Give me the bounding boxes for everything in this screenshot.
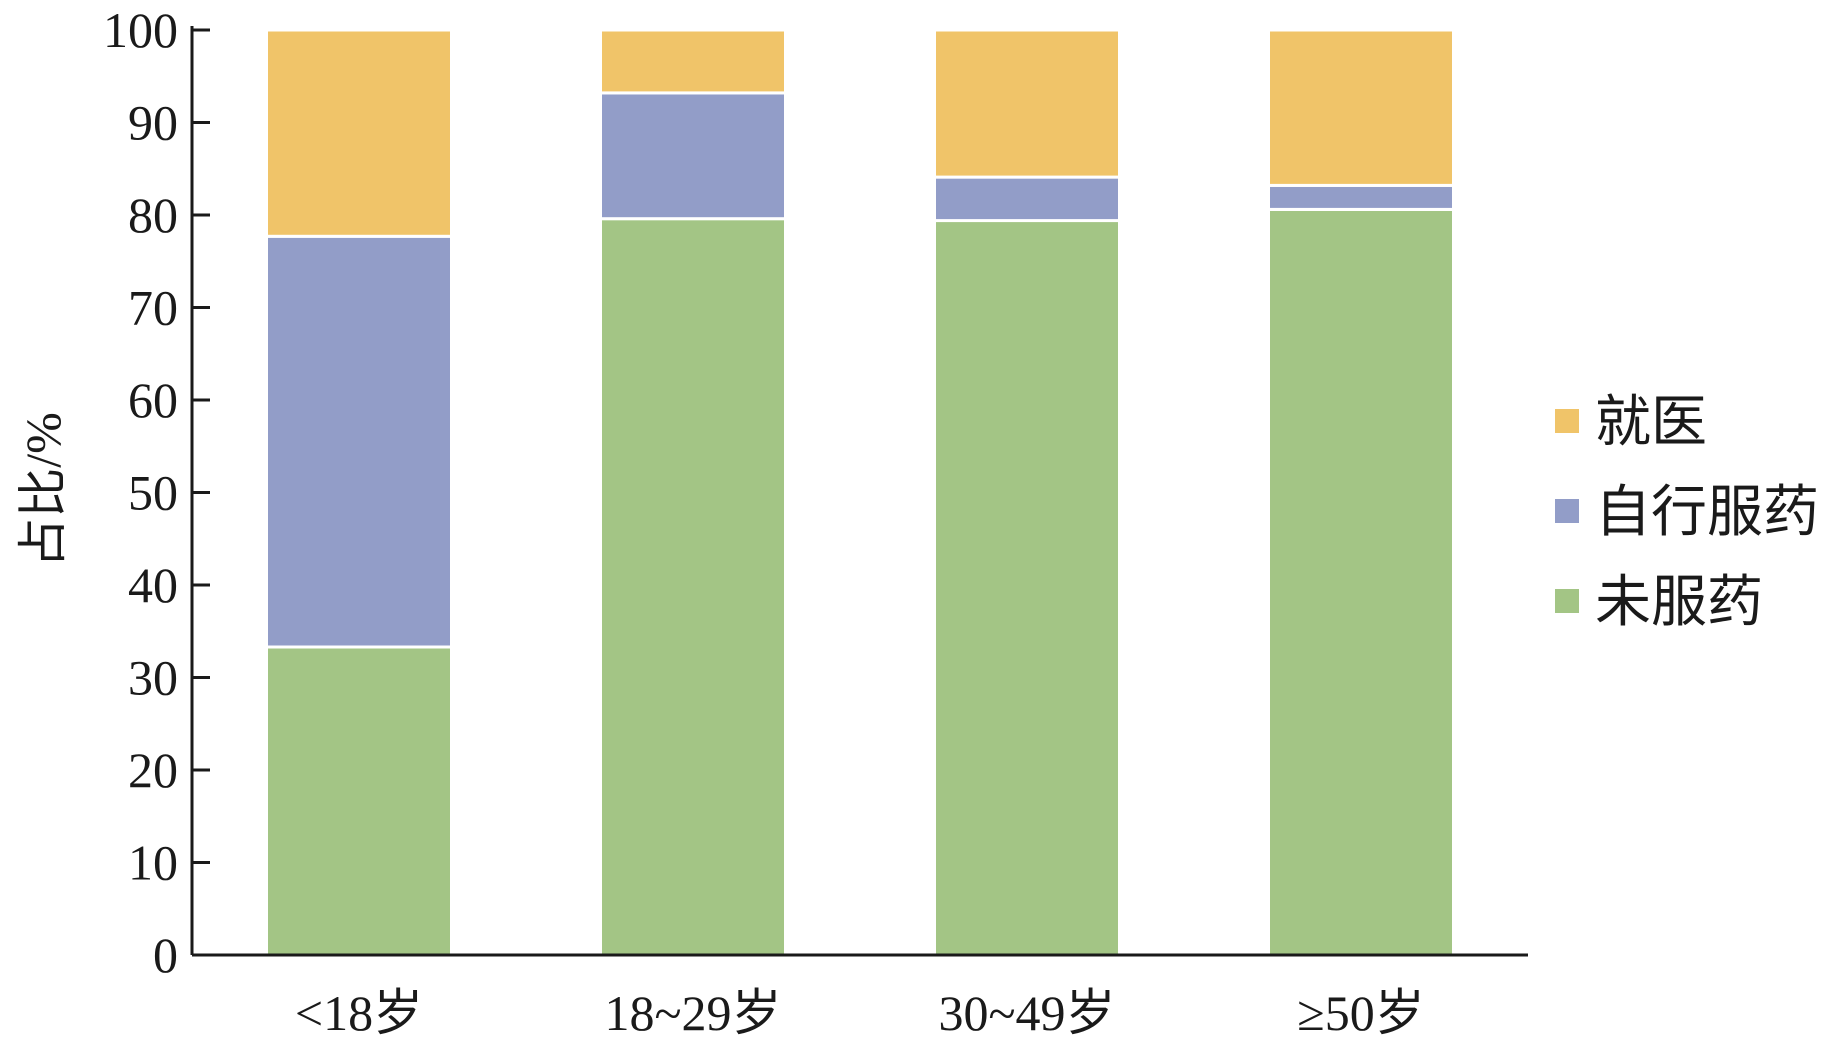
- legend-label: 就医: [1595, 392, 1707, 454]
- x-tick-label: <18岁: [295, 985, 423, 1041]
- bar-doctor-visit-0: [265, 28, 453, 238]
- y-tick-label: 30: [128, 650, 178, 706]
- x-tick-label: 18~29岁: [604, 985, 781, 1041]
- y-axis-label: 占比/%: [15, 412, 71, 568]
- bar-doctor-visit-3: [1267, 28, 1455, 187]
- y-tick-label: 100: [103, 2, 178, 58]
- x-tick-label: 30~49岁: [938, 985, 1115, 1041]
- legend-swatch: [1555, 589, 1579, 613]
- y-tick-label: 90: [128, 95, 178, 151]
- legend-label: 未服药: [1595, 572, 1763, 634]
- bar-self-medication-0: [265, 234, 453, 649]
- y-tick-label: 70: [128, 280, 178, 336]
- axes-layer: <18岁 18~29岁 30~49岁 ≥50岁 0 10 20 30 40 50 60 70 80 90 1…: [103, 2, 1528, 1041]
- bar-self-medication-2: [933, 175, 1121, 223]
- bar-no-medication-2: [933, 219, 1121, 957]
- bar-no-medication-1: [599, 217, 787, 957]
- bar-self-medication-1: [599, 91, 787, 221]
- bar-self-medication-3: [1267, 183, 1455, 211]
- bar-doctor-visit-2: [933, 28, 1121, 179]
- bars-layer: [265, 28, 1455, 957]
- bar-doctor-visit-1: [599, 28, 787, 95]
- y-tick-label: 40: [128, 557, 178, 613]
- bar-no-medication-3: [1267, 208, 1455, 957]
- y-tick-label: 10: [128, 835, 178, 891]
- legend-label: 自行服药: [1595, 482, 1819, 544]
- bar-no-medication-0: [265, 645, 453, 957]
- legend-swatch: [1555, 409, 1579, 433]
- y-tick-label: 50: [128, 465, 178, 521]
- y-tick-label: 20: [128, 742, 178, 798]
- x-tick-label: ≥50岁: [1297, 985, 1424, 1041]
- y-tick-label: 80: [128, 187, 178, 243]
- y-tick-label: 0: [153, 927, 178, 983]
- y-tick-label: 60: [128, 372, 178, 428]
- legend-swatch: [1555, 499, 1579, 523]
